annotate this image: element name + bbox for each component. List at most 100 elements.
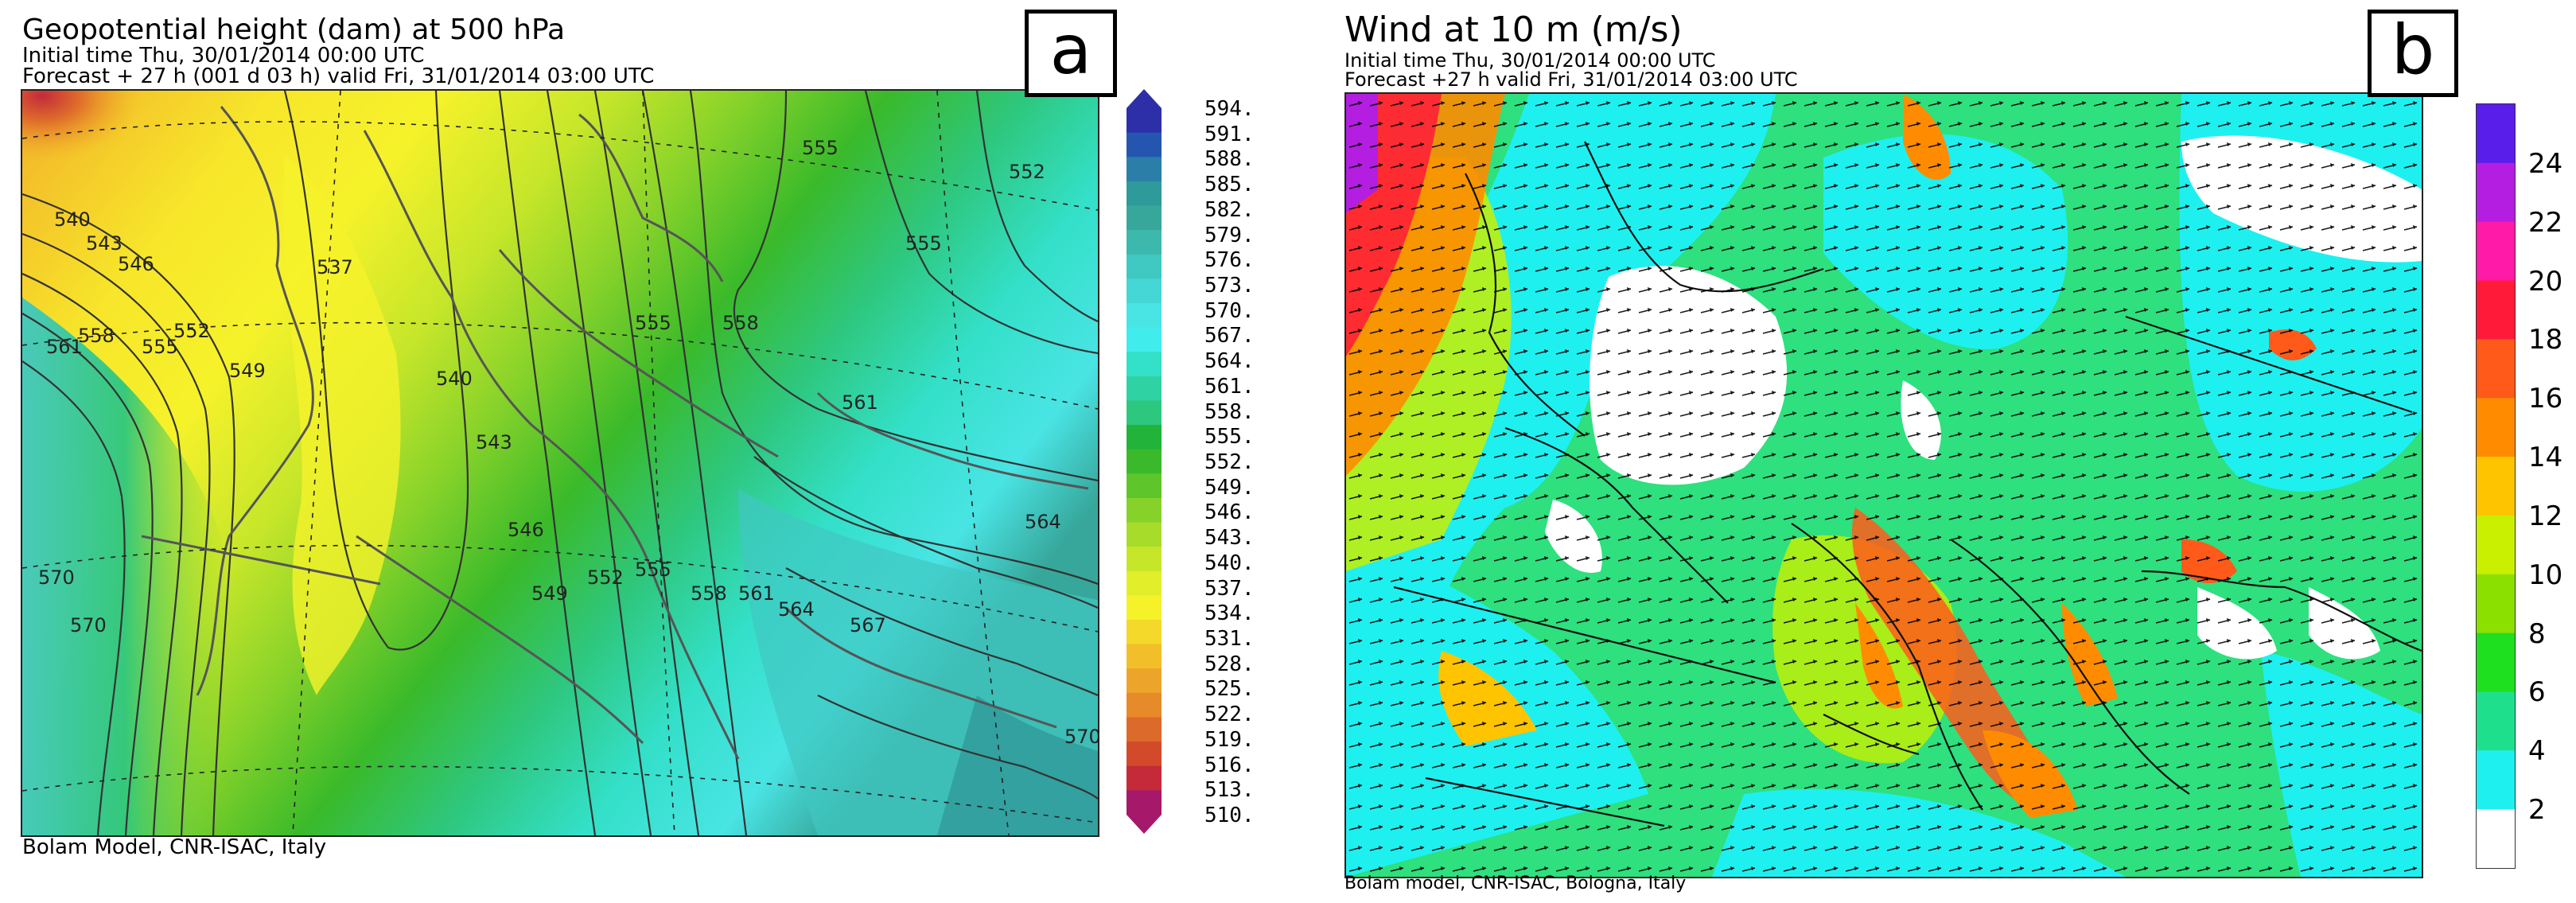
colorbar-swatch <box>1127 765 1162 791</box>
colorbar-swatch <box>2477 221 2515 282</box>
contour-label: 558 <box>78 325 115 347</box>
colorbar-swatch <box>1127 547 1162 572</box>
wind-map <box>1344 92 2423 878</box>
contour-label: 549 <box>229 360 266 382</box>
colorbar-label: 525. <box>1204 677 1255 702</box>
colorbar-label: 6 <box>2528 676 2546 709</box>
colorbar-swatch <box>1127 620 1162 645</box>
colorbar-label: 24 <box>2528 147 2563 180</box>
colorbar-label: 546. <box>1204 500 1255 525</box>
colorbar-label: 543. <box>1204 526 1255 551</box>
colorbar-label: 552. <box>1204 450 1255 474</box>
colorbar-swatch <box>2477 750 2515 810</box>
colorbar-swatch <box>1127 327 1162 352</box>
colorbar-label: 567. <box>1204 324 1255 348</box>
panel-letter-b: b <box>2368 10 2458 97</box>
contour-label: 555 <box>635 559 671 581</box>
colorbar-swatch <box>2477 574 2515 634</box>
colorbar-swatch <box>1127 595 1162 621</box>
panel-b-initial-time: Initial time Thu, 30/01/2014 00:00 UTC <box>1344 49 1716 72</box>
colorbar-label: 558. <box>1204 399 1255 424</box>
colorbar-label: 14 <box>2528 442 2563 474</box>
contour-label: 564 <box>778 598 815 621</box>
colorbar-swatch <box>2477 104 2515 164</box>
contour-label: 561 <box>738 582 775 605</box>
colorbar-swatch <box>1127 376 1162 401</box>
panel-b-forecast: Forecast +27 h valid Fri, 31/01/2014 03:… <box>1344 68 1798 91</box>
colorbar-swatch <box>1127 278 1162 304</box>
colorbar-label: 591. <box>1204 122 1255 146</box>
colorbar-swatch <box>1127 497 1162 524</box>
colorbar-swatch <box>1127 717 1162 742</box>
colorbar-label: 2 <box>2528 794 2546 827</box>
colorbar-label: 12 <box>2528 500 2563 532</box>
contour-label: 552 <box>1009 161 1045 183</box>
contour-label: 570 <box>70 614 107 636</box>
contour-label: 558 <box>722 312 759 334</box>
contour-label: 552 <box>587 566 624 589</box>
contour-label: 543 <box>86 232 123 255</box>
colorbar-label: 564. <box>1204 349 1255 374</box>
colorbar-swatch <box>2477 280 2515 340</box>
contour-label: 564 <box>1025 511 1061 533</box>
colorbar-label: 4 <box>2528 735 2546 768</box>
colorbar-swatch <box>1127 644 1162 669</box>
colorbar-swatch <box>1127 205 1162 231</box>
panel-a-credit: Bolam Model, CNR-ISAC, Italy <box>22 835 327 859</box>
contour-label: 537 <box>317 256 353 278</box>
colorbar-label: 22 <box>2528 206 2563 239</box>
colorbar-swatch <box>1127 181 1162 206</box>
colorbar-swatch <box>1127 570 1162 596</box>
geopotential-colorbar <box>1127 89 1162 834</box>
geopotential-map: 540 543 546 561 558 555 552 549 537 540 … <box>21 89 1099 837</box>
contour-label: 543 <box>476 431 512 453</box>
colorbar-swatch <box>1127 692 1162 718</box>
contour-label: 549 <box>531 582 568 605</box>
panel-letter-a: a <box>1025 10 1117 97</box>
colorbar-swatch <box>2477 398 2515 457</box>
colorbar-label: 588. <box>1204 147 1255 172</box>
contour-label: 546 <box>118 253 154 275</box>
colorbar-swatch <box>1127 741 1162 767</box>
colorbar-swatch <box>1127 425 1162 450</box>
contour-label: 555 <box>802 137 839 159</box>
contour-label: 540 <box>436 368 473 390</box>
colorbar-swatch <box>1127 108 1162 134</box>
colorbar-label: 513. <box>1204 778 1255 803</box>
contour-label: 570 <box>38 566 75 589</box>
colorbar-swatch <box>1127 254 1162 279</box>
colorbar-swatch <box>2477 515 2515 575</box>
colorbar-swatch <box>1127 157 1162 182</box>
wind-colorbar <box>2476 103 2516 869</box>
colorbar-swatch <box>2477 809 2515 869</box>
contour-label: 570 <box>1064 726 1098 748</box>
colorbar-label: 540. <box>1204 551 1255 575</box>
colorbar-label: 20 <box>2528 265 2563 298</box>
contour-label: 546 <box>508 519 544 541</box>
panel-b-credit: Bolam model, CNR-ISAC, Bologna, Italy <box>1344 874 1687 893</box>
contour-label: 567 <box>850 614 886 636</box>
colorbar-swatch <box>1127 352 1162 377</box>
panel-a-initial-time: Initial time Thu, 30/01/2014 00:00 UTC <box>22 44 425 68</box>
colorbar-label: 18 <box>2528 324 2563 356</box>
panel-a-forecast: Forecast + 27 h (001 d 03 h) valid Fri, … <box>22 64 655 88</box>
colorbar-label: 561. <box>1204 374 1255 399</box>
colorbar-label: 8 <box>2528 617 2546 650</box>
colorbar-swatch <box>1127 302 1162 329</box>
colorbar-label: 594. <box>1204 97 1255 121</box>
panel-a-title: Geopotential height (dam) at 500 hPa <box>22 14 566 46</box>
colorbar-label: 576. <box>1204 248 1255 273</box>
colorbar-swatch <box>1127 230 1162 255</box>
colorbar-label: 570. <box>1204 298 1255 323</box>
colorbar-swatch <box>1127 449 1162 474</box>
colorbar-swatch <box>1127 473 1162 499</box>
colorbar-label: 510. <box>1204 804 1255 827</box>
contour-label: 555 <box>635 312 671 334</box>
contour-label: 552 <box>173 320 210 342</box>
contour-label: 561 <box>46 336 83 358</box>
colorbar-swatch <box>1127 132 1162 158</box>
contour-label: 540 <box>54 208 91 231</box>
colorbar-swatch <box>1127 400 1162 426</box>
colorbar-bottom-arrow <box>1127 815 1162 834</box>
colorbar-label: 582. <box>1204 197 1255 222</box>
